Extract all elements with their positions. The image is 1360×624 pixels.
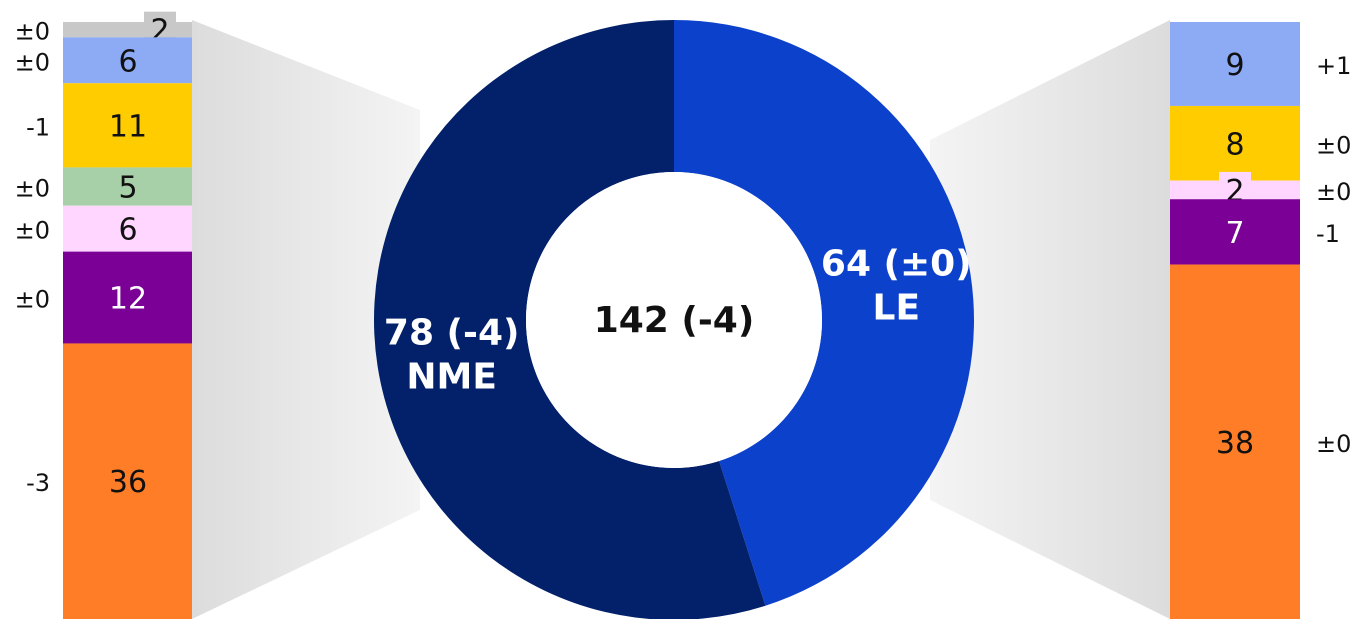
right_stack-delta-label: +1 [1316, 52, 1351, 80]
left_stack-segment [63, 37, 192, 84]
right-connector-band [930, 20, 1170, 619]
left_stack-delta-label: ±0 [15, 217, 50, 245]
left_stack-value-label: 36 [109, 465, 147, 500]
donut-chart: 64 (±0)LE 78 (-4)NME 142 (-4) [374, 20, 975, 620]
left_stack-delta-label: ±0 [15, 175, 50, 203]
right_stack-segment [1170, 22, 1300, 106]
right_stack-delta-label: -1 [1316, 220, 1340, 248]
left-connector-band [192, 20, 420, 619]
left_stack-delta-label: ±0 [15, 18, 50, 46]
left_stack-value-label: 6 [118, 44, 137, 79]
donut-value-label-le: 64 (±0) [821, 243, 972, 284]
right-stacked-bar: 9 +18 ±02 ±07 -138 ±0 [1170, 22, 1351, 619]
donut-center-total: 142 (-4) [594, 300, 755, 341]
donut-category-label-le: LE [873, 287, 921, 328]
right_stack-value-label: 7 [1225, 216, 1244, 251]
donut-slice-nme [374, 20, 766, 620]
right_stack-delta-label: ±0 [1316, 131, 1351, 159]
left_stack-segment [63, 251, 192, 344]
left_stack-delta-label: ±0 [15, 286, 50, 314]
right_stack-delta-label: ±0 [1316, 430, 1351, 458]
right_stack-delta-label: ±0 [1316, 178, 1351, 206]
right_stack-segment [1170, 199, 1300, 265]
right_stack-value-label: 8 [1225, 127, 1244, 162]
donut-slice-le [674, 20, 975, 606]
right_stack-value-label: 9 [1225, 48, 1244, 83]
donut-hole [526, 172, 822, 468]
left_stack-segment [63, 83, 192, 168]
left_stack-value-label: 5 [118, 171, 137, 206]
right_stack-segment [1170, 105, 1300, 181]
left_stack-value-label: 6 [118, 213, 137, 248]
donut-category-label-nme: NME [406, 357, 497, 398]
left_stack-value-label: 11 [109, 109, 147, 144]
right_stack-value-label: 38 [1216, 426, 1254, 461]
left_stack-value-label: 12 [109, 282, 147, 317]
right_stack-segment [1170, 264, 1300, 619]
left_stack-segment [63, 343, 192, 619]
left_stack-segment [63, 205, 192, 252]
left_stack-delta-label: -1 [26, 113, 50, 141]
left_stack-delta-label: -3 [26, 469, 50, 497]
left_stack-segment [63, 167, 192, 206]
donut-value-label-nme: 78 (-4) [384, 313, 520, 354]
left_stack-delta-label: ±0 [15, 48, 50, 76]
left-stacked-bar: 2±06±011-15±06±012±036-3 [15, 11, 192, 619]
